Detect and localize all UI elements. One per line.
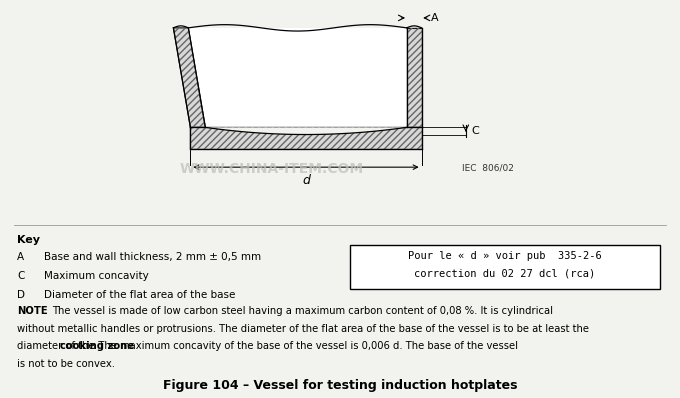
Text: diameter of the: diameter of the xyxy=(17,341,98,351)
Text: without metallic handles or protrusions. The diameter of the flat area of the ba: without metallic handles or protrusions.… xyxy=(17,324,589,334)
Text: Figure 104 – Vessel for testing induction hotplates: Figure 104 – Vessel for testing inductio… xyxy=(163,379,517,392)
Text: Maximum concavity: Maximum concavity xyxy=(44,271,149,281)
Text: C: C xyxy=(471,126,479,136)
Text: cooking zone: cooking zone xyxy=(60,341,134,351)
Text: Key: Key xyxy=(17,235,40,245)
Text: D: D xyxy=(17,290,25,300)
Text: C: C xyxy=(17,271,24,281)
Text: The vessel is made of low carbon steel having a maximum carbon content of 0,08 %: The vessel is made of low carbon steel h… xyxy=(52,306,554,316)
Polygon shape xyxy=(188,28,407,127)
Text: Diameter of the flat area of the base: Diameter of the flat area of the base xyxy=(44,290,235,300)
Text: correction du 02 27 dcl (rca): correction du 02 27 dcl (rca) xyxy=(414,268,596,278)
Polygon shape xyxy=(205,127,407,135)
Text: Pour le « d » voir pub  335-2-6: Pour le « d » voir pub 335-2-6 xyxy=(408,250,602,261)
Text: . The maximum concavity of the base of the vessel is 0,006 d. The base of the ve: . The maximum concavity of the base of t… xyxy=(92,341,518,351)
Polygon shape xyxy=(173,28,205,127)
Text: IEC  806/02: IEC 806/02 xyxy=(462,163,514,172)
Text: A: A xyxy=(17,252,24,261)
Polygon shape xyxy=(190,127,422,149)
Text: NOTE: NOTE xyxy=(17,306,48,316)
Polygon shape xyxy=(407,28,422,127)
Text: A: A xyxy=(431,13,439,23)
Text: Base and wall thickness, 2 mm ± 0,5 mm: Base and wall thickness, 2 mm ± 0,5 mm xyxy=(44,252,261,261)
Text: is not to be convex.: is not to be convex. xyxy=(17,359,115,369)
Text: d: d xyxy=(302,174,310,187)
Text: WWW.CHINA-ITEM.COM: WWW.CHINA-ITEM.COM xyxy=(180,162,364,176)
Bar xyxy=(350,245,660,289)
